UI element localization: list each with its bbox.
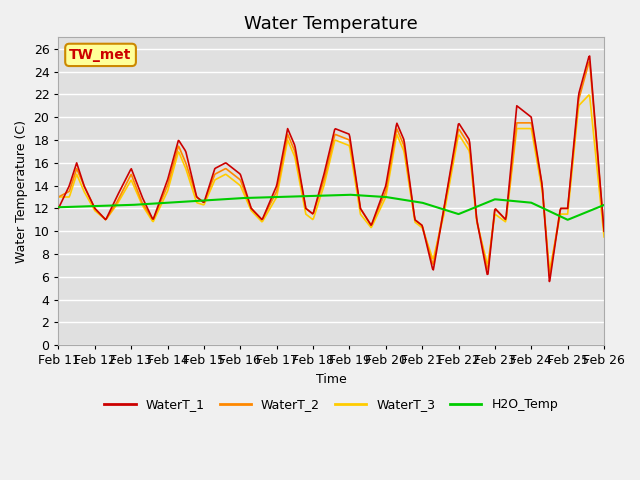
H2O_Temp	[414, 199, 422, 205]
WaterT_1	[586, 53, 593, 59]
WaterT_1	[120, 179, 128, 184]
H2O_Temp	[176, 199, 184, 205]
WaterT_2	[600, 228, 608, 234]
WaterT_2	[205, 187, 212, 193]
WaterT_1	[65, 185, 72, 191]
WaterT_1	[205, 185, 212, 191]
WaterT_3	[397, 143, 405, 148]
Line: H2O_Temp: H2O_Temp	[58, 195, 604, 220]
WaterT_2	[65, 189, 72, 195]
H2O_Temp	[398, 197, 406, 203]
WaterT_3	[65, 194, 72, 200]
WaterT_3	[413, 221, 421, 227]
WaterT_3	[585, 92, 593, 98]
H2O_Temp	[564, 217, 572, 223]
X-axis label: Time: Time	[316, 373, 347, 386]
Line: WaterT_3: WaterT_3	[58, 95, 604, 270]
WaterT_1	[600, 228, 608, 234]
Y-axis label: Water Temperature (C): Water Temperature (C)	[15, 120, 28, 263]
Title: Water Temperature: Water Temperature	[244, 15, 418, 33]
Text: TW_met: TW_met	[69, 48, 132, 62]
WaterT_3	[176, 152, 184, 157]
WaterT_1	[413, 219, 421, 225]
Legend: WaterT_1, WaterT_2, WaterT_3, H2O_Temp: WaterT_1, WaterT_2, WaterT_3, H2O_Temp	[99, 393, 563, 416]
WaterT_2	[413, 219, 421, 225]
WaterT_2	[586, 59, 593, 65]
WaterT_1	[397, 131, 405, 137]
Line: WaterT_1: WaterT_1	[58, 56, 604, 281]
WaterT_3	[54, 194, 62, 200]
WaterT_1	[545, 278, 553, 284]
WaterT_3	[205, 191, 212, 197]
WaterT_2	[54, 194, 62, 200]
H2O_Temp	[205, 197, 212, 203]
Line: WaterT_2: WaterT_2	[58, 62, 604, 276]
WaterT_1	[54, 205, 62, 211]
H2O_Temp	[65, 204, 72, 210]
WaterT_3	[600, 234, 608, 240]
WaterT_3	[545, 267, 553, 273]
WaterT_2	[176, 146, 184, 152]
H2O_Temp	[600, 202, 608, 208]
WaterT_2	[545, 273, 553, 279]
WaterT_2	[397, 137, 405, 143]
H2O_Temp	[345, 192, 353, 198]
H2O_Temp	[120, 202, 128, 208]
WaterT_2	[120, 184, 128, 190]
WaterT_3	[120, 189, 128, 194]
WaterT_1	[176, 139, 184, 145]
H2O_Temp	[54, 204, 62, 210]
